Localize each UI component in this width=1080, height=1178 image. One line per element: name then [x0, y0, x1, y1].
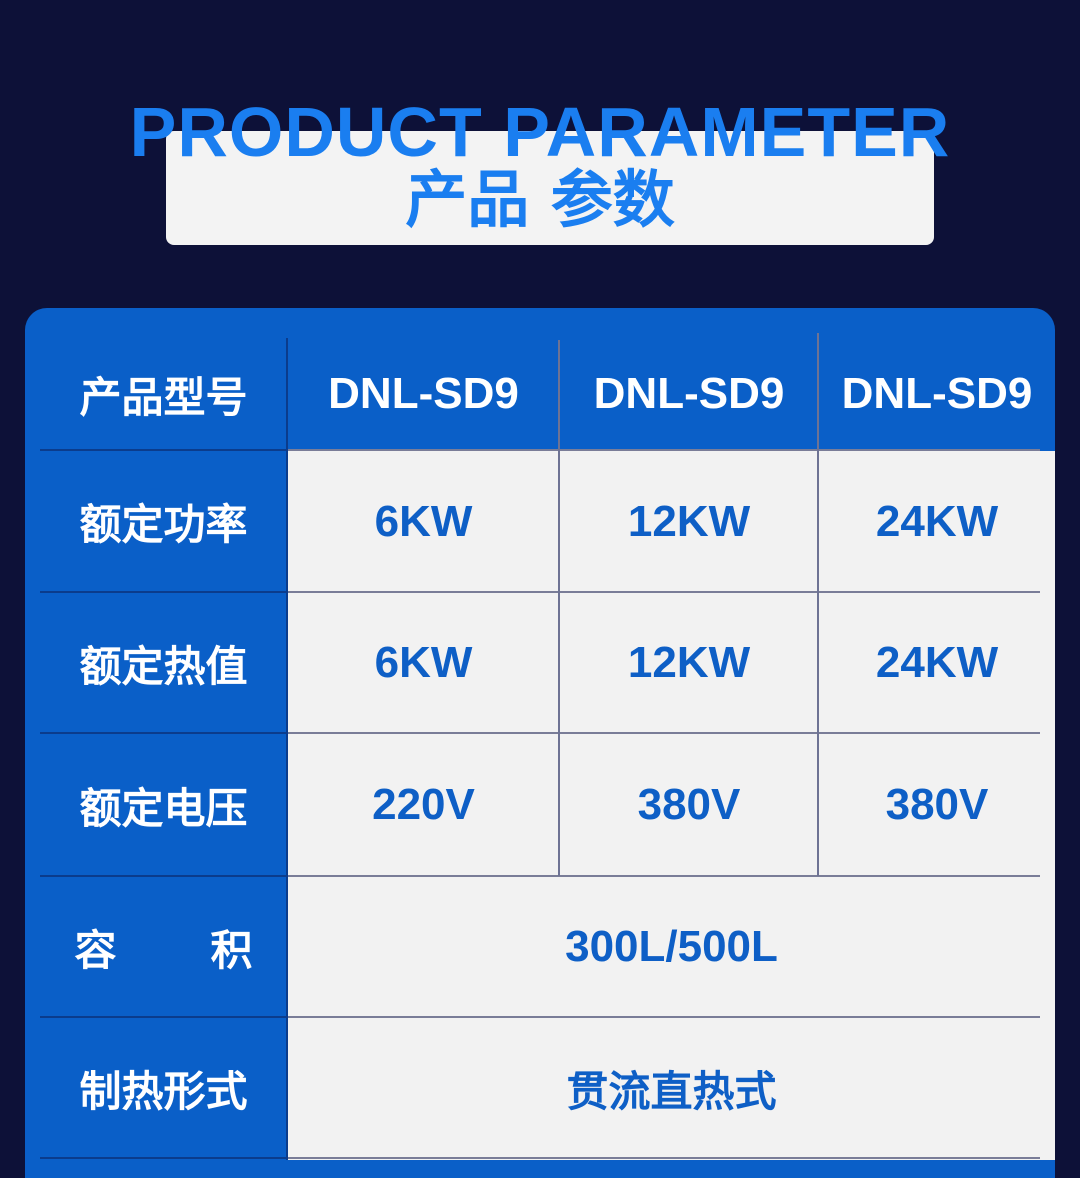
row-label-voltage: 额定电压: [79, 783, 248, 833]
table-cell: 24KW: [875, 638, 999, 687]
row-label-heat: 额定热值: [79, 641, 248, 691]
row-divider: [40, 732, 1040, 734]
table-cell: 380V: [637, 780, 741, 829]
table-cell: 6KW: [374, 496, 473, 546]
title-box: [166, 131, 934, 245]
row-label-volume: 容积: [40, 877, 287, 1017]
table-cell: 12KW: [627, 638, 751, 687]
row-divider: [40, 1016, 1040, 1018]
row-divider: [40, 591, 1040, 593]
row-label-heating: 制热形式: [79, 1067, 248, 1116]
table-body-background: [288, 451, 1055, 1160]
volume-label-b: 积: [210, 925, 253, 975]
column-divider: [286, 338, 288, 1160]
table-cell: 6KW: [374, 638, 473, 687]
title-chinese: 产品 参数: [405, 163, 675, 236]
table-cell: 380V: [885, 780, 989, 829]
table-cell: 12KW: [627, 496, 751, 546]
row-divider: [40, 1157, 1040, 1159]
row-label-power: 额定功率: [79, 500, 248, 549]
row-divider: [40, 449, 1040, 451]
column-divider: [817, 333, 819, 876]
model-label: 产品型号: [79, 372, 248, 422]
row-divider: [40, 875, 1040, 877]
volume-label-a: 容: [74, 925, 117, 975]
model-header: DNL-SD9: [841, 369, 1033, 418]
table-cell: 220V: [372, 780, 475, 829]
column-divider: [558, 340, 560, 876]
heating-value: 贯流直热式: [566, 1067, 777, 1116]
title-english: PRODUCT PARAMETER: [129, 93, 951, 171]
model-header: DNL-SD9: [593, 369, 785, 418]
table-cell: 24KW: [875, 496, 999, 546]
volume-value: 300L/500L: [565, 922, 778, 971]
model-header: DNL-SD9: [328, 369, 519, 418]
